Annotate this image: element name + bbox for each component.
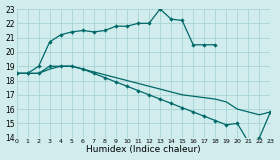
X-axis label: Humidex (Indice chaleur): Humidex (Indice chaleur) bbox=[86, 145, 201, 154]
